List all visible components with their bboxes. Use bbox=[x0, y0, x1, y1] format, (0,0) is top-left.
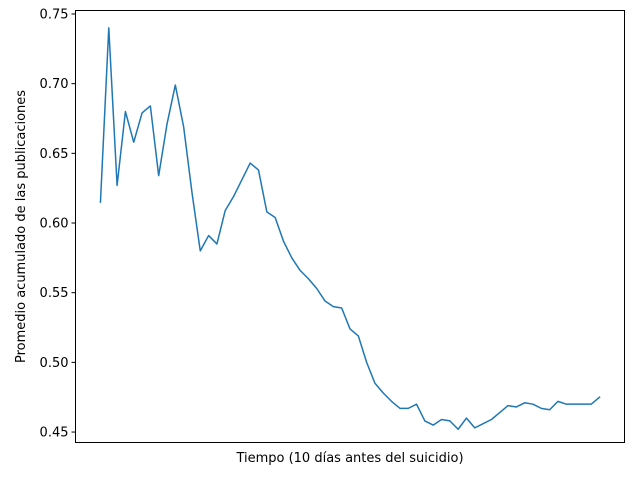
plot-area bbox=[99, 27, 601, 431]
x-axis-label: Tiempo (10 días antes del suicidio) bbox=[235, 451, 463, 466]
y-tick-label: 0.60 bbox=[40, 217, 69, 232]
y-tick-label: 0.65 bbox=[40, 147, 69, 162]
y-tick-label: 0.50 bbox=[40, 356, 69, 371]
y-axis: 0.45 0.50 0.55 0.60 0.65 0.70 0.75 bbox=[40, 7, 76, 441]
series-line bbox=[99, 27, 601, 431]
y-tick-label: 0.45 bbox=[40, 426, 69, 441]
y-axis-label: Promedio acumulado de las publicaciones bbox=[14, 90, 29, 363]
axes-frame bbox=[75, 10, 625, 443]
y-tick-label: 0.70 bbox=[40, 77, 69, 92]
y-tick-label: 0.75 bbox=[40, 7, 69, 22]
y-tick-label: 0.55 bbox=[40, 286, 69, 301]
